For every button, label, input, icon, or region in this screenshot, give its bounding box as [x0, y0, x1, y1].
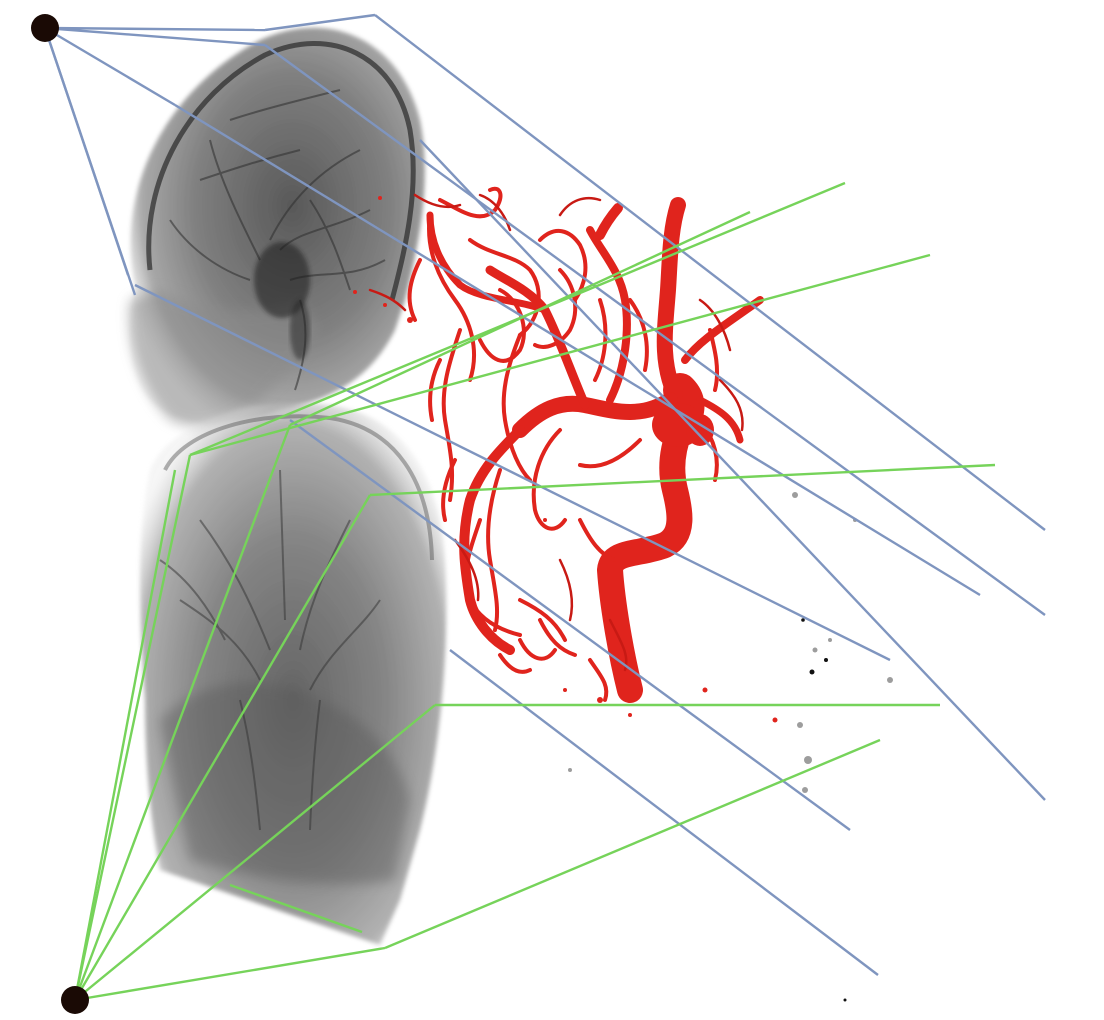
lateral-angiogram-projection	[129, 27, 425, 427]
frontal-angiogram-projection	[140, 402, 447, 946]
3d-vessel-reconstruction	[353, 186, 893, 1002]
frontal-xray-source	[61, 986, 89, 1014]
lateral-xray-source	[31, 14, 59, 42]
frontal-projection-rays	[73, 181, 996, 1002]
